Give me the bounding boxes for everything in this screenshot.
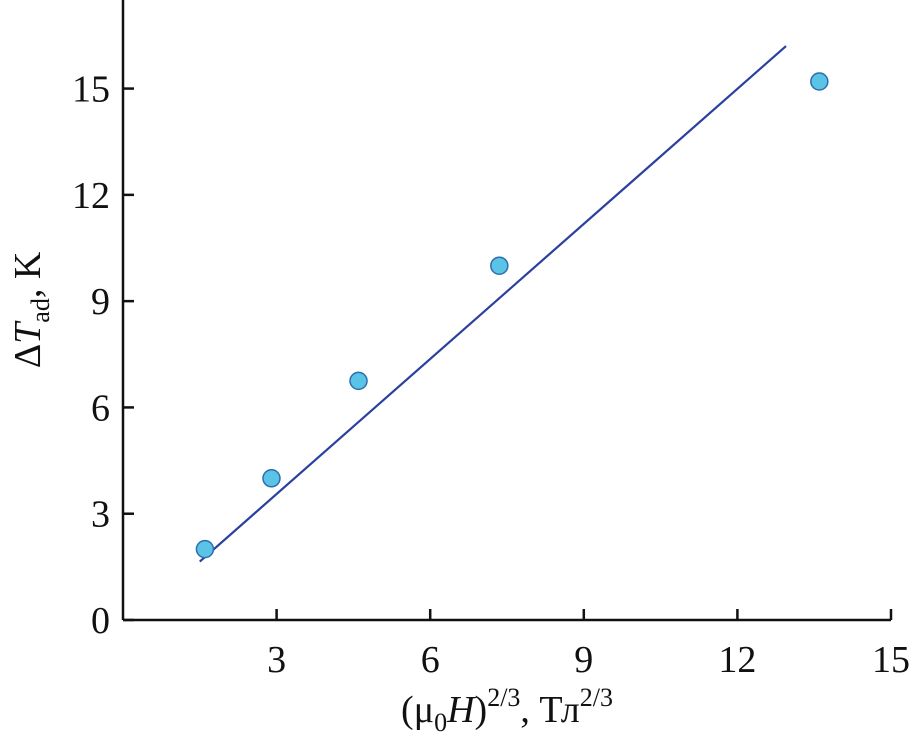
y-tick-label: 3 [91, 494, 110, 536]
y-axis-label: ΔTad, K [7, 251, 55, 368]
y-tick-label: 9 [91, 281, 110, 323]
y-tick-label: 0 [91, 600, 110, 642]
y-tick-label: 12 [72, 175, 110, 217]
x-tick-label: 6 [421, 639, 440, 681]
x-tick-label: 3 [267, 639, 286, 681]
data-point [262, 469, 281, 488]
x-tick-label: 9 [574, 639, 593, 681]
x-tick-label: 15 [872, 639, 910, 681]
fit-line [199, 45, 787, 563]
y-tick-label: 6 [91, 387, 110, 429]
y-tick-label: 15 [72, 69, 110, 111]
x-tick-label: 12 [718, 639, 756, 681]
x-axis-label: (μ0H)2/3, Тл2/3 [401, 683, 613, 737]
axes [121, 0, 891, 622]
data-point [810, 72, 829, 91]
ticks: 3 6 9 12 15 0 3 6 9 12 15 [72, 69, 910, 681]
data-point [490, 256, 509, 275]
data-point [195, 539, 215, 559]
marks [195, 45, 829, 563]
data-point [349, 371, 368, 391]
